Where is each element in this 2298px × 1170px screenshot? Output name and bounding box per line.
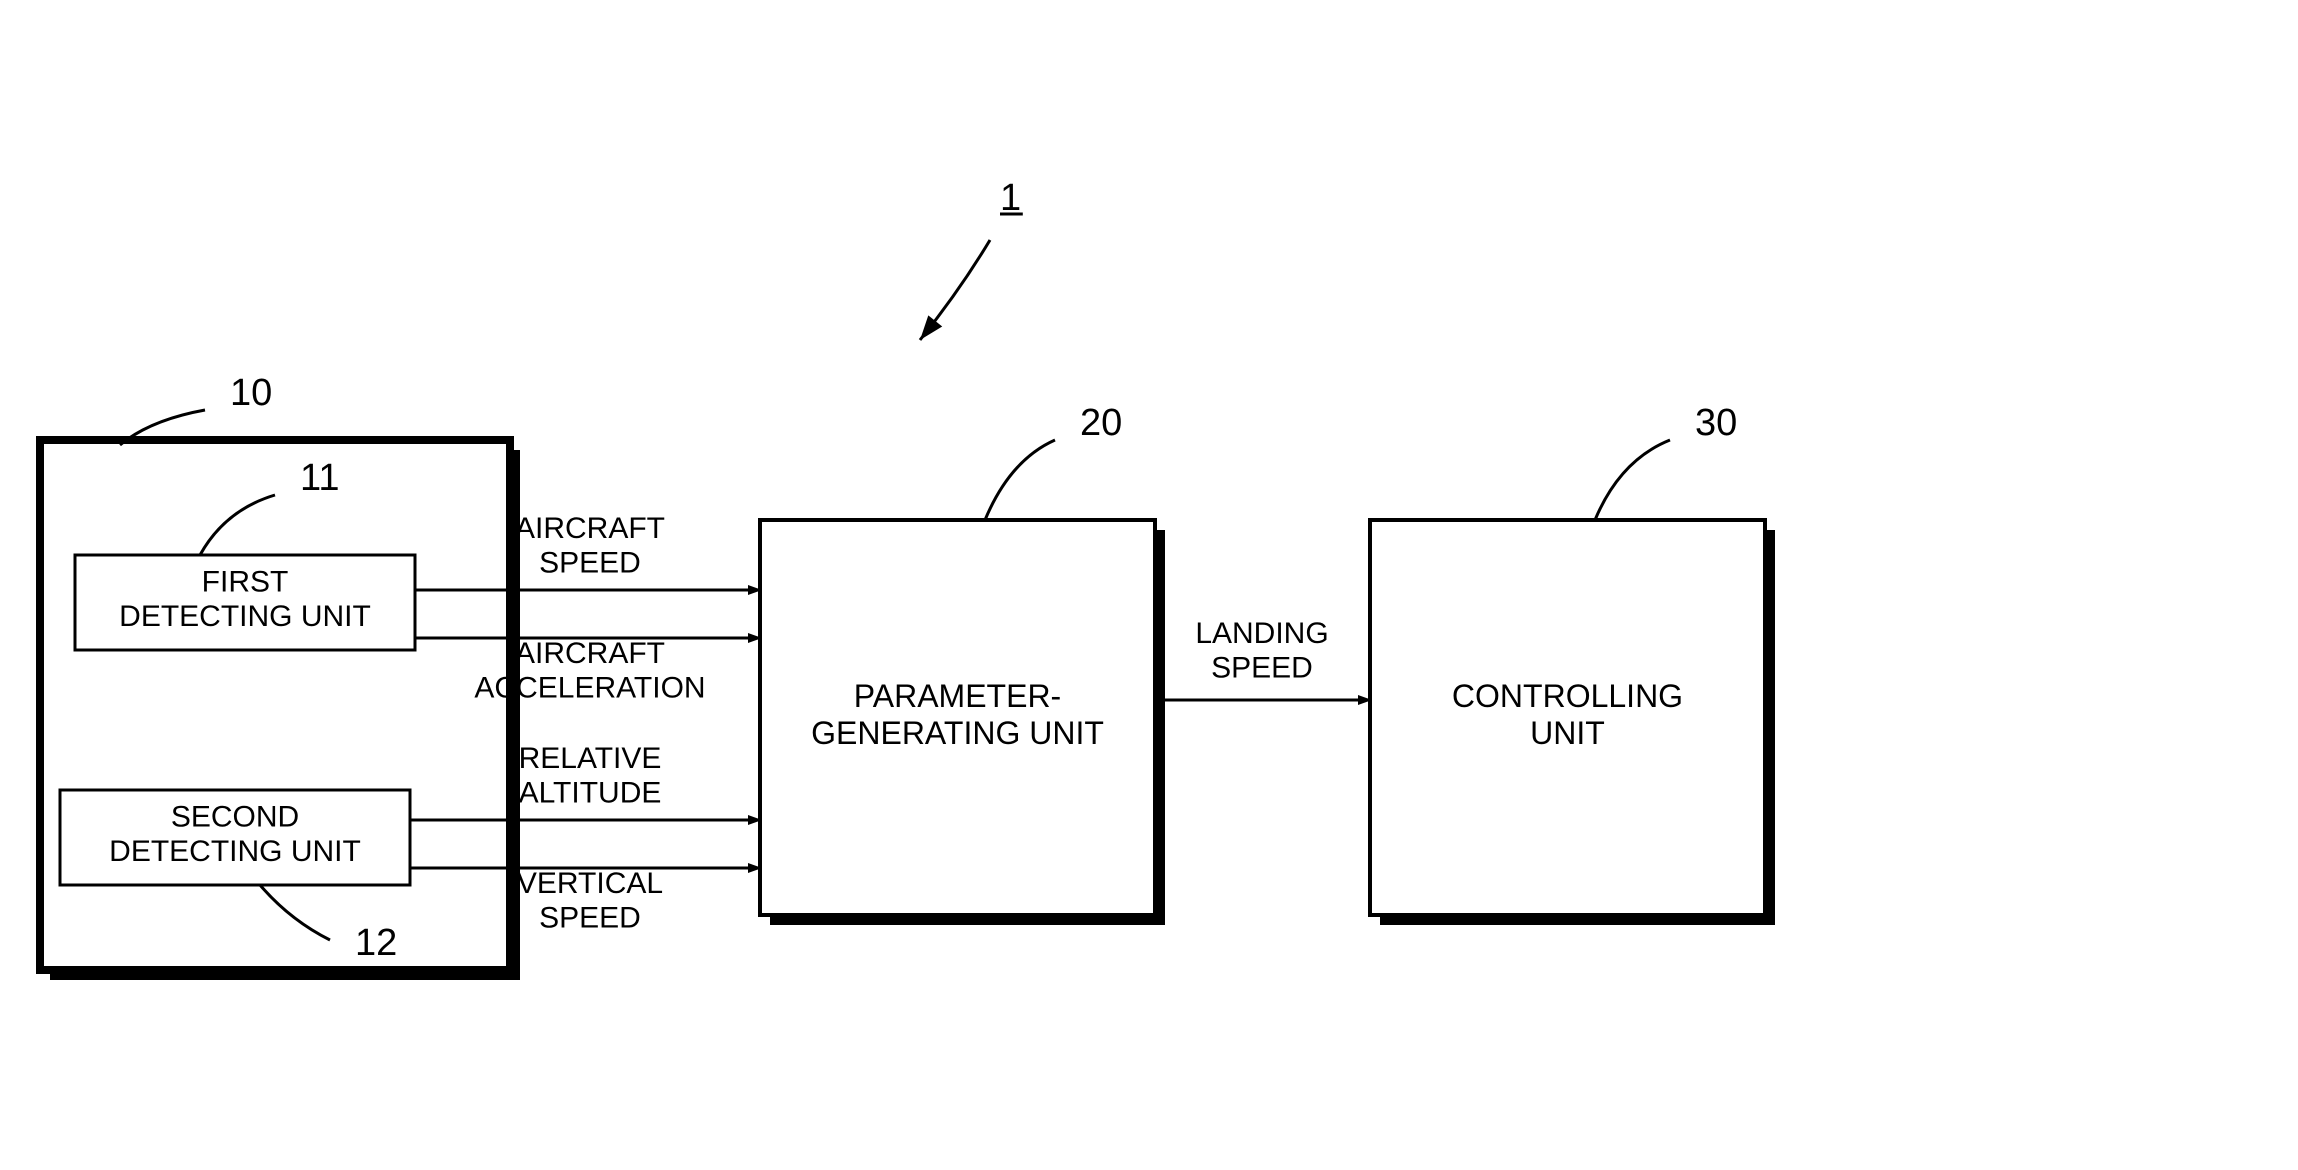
ref-label: 20 <box>1080 402 1122 444</box>
signal-label: VERTICALSPEED <box>517 867 663 935</box>
ref-label: 30 <box>1695 402 1737 444</box>
block-box <box>40 440 510 970</box>
signal-label: LANDINGSPEED <box>1195 617 1328 685</box>
ref-leader <box>1595 440 1670 520</box>
system-ref-arrowhead <box>920 315 942 340</box>
ref-label: 10 <box>230 372 272 414</box>
ref-label: 11 <box>300 457 339 499</box>
block-label: PARAMETER-GENERATING UNIT <box>811 678 1104 751</box>
signal-label: AIRCRAFTSPEED <box>515 512 665 580</box>
ref-leader <box>985 440 1055 520</box>
ref-label: 12 <box>355 922 397 964</box>
signal-label: RELATIVEALTITUDE <box>519 742 662 810</box>
